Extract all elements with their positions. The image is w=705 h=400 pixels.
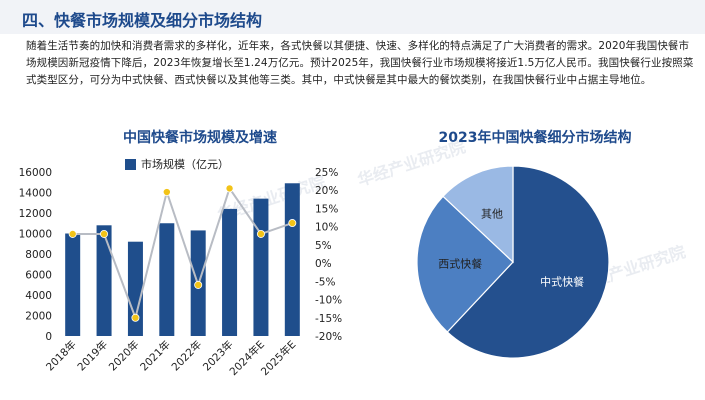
y-left-tick-label: 8000	[25, 249, 52, 261]
pie-slice-label: 中式快餐	[540, 274, 584, 288]
growth-rate-point	[100, 229, 109, 238]
y-left-tick-label: 12000	[19, 208, 52, 220]
y-right-tick-label: 5%	[315, 240, 332, 252]
y-right-tick-label: 15%	[315, 203, 338, 215]
x-tick-label: 2019年	[75, 338, 111, 374]
y-left-tick-label: 6000	[25, 270, 52, 282]
x-tick-label: 2022年	[169, 338, 205, 374]
growth-rate-point	[288, 219, 297, 228]
intro-paragraph: 随着生活节奏的加快和消费者需求的多样化，近年来，各式快餐以其便捷、快速、多样化的…	[26, 40, 694, 86]
pie-slice-label: 西式快餐	[438, 257, 482, 271]
growth-rate-point	[68, 229, 77, 238]
y-axis-right: 25% 20% 15% 10% 5% 0% -5% -10% -15% -20%	[315, 167, 342, 343]
pie-slice	[442, 165, 514, 264]
growth-rate-point	[131, 313, 140, 322]
bar-chart-title: 中国快餐市场规模及增速	[123, 130, 277, 146]
x-axis: 2018年2019年2020年2021年2022年2023年2024年E2025…	[43, 338, 298, 378]
y-right-tick-label: 0%	[315, 258, 332, 270]
legend: 市场规模（亿元）	[125, 157, 229, 171]
y-left-tick-label: 14000	[19, 188, 52, 200]
x-tick-label: 2018年	[43, 338, 79, 374]
growth-rate-point	[256, 229, 265, 238]
y-right-tick-label: -20%	[315, 331, 342, 343]
bar	[127, 241, 143, 336]
y-left-tick-label: 2000	[25, 311, 52, 323]
y-axis-left: 16000 14000 12000 10000 8000 6000 4000 2000 0	[19, 167, 52, 343]
pie-chart: 中式快餐 西式快餐 其他	[416, 165, 610, 359]
bar	[284, 183, 300, 336]
pie-slice	[446, 165, 610, 359]
x-tick-label: 2025年E	[258, 338, 298, 378]
header-bar	[0, 0, 705, 34]
y-right-tick-label: 25%	[315, 167, 338, 179]
bar	[65, 233, 81, 336]
bar	[222, 208, 238, 336]
growth-rate-series	[68, 184, 297, 322]
y-right-tick-label: 10%	[315, 222, 338, 234]
pie-labels: 中式快餐 西式快餐 其他	[438, 208, 584, 289]
bar	[253, 198, 269, 336]
x-tick-label: 2020年	[106, 338, 142, 374]
bar	[96, 225, 112, 336]
growth-rate-point	[162, 188, 171, 197]
pie-chart-title: 2023年中国快餐细分市场结构	[438, 130, 632, 146]
pie-slice	[416, 195, 514, 333]
y-left-tick-label: 0	[45, 331, 52, 343]
y-left-tick-label: 10000	[19, 229, 52, 241]
y-right-tick-label: -15%	[315, 313, 342, 325]
pie-slices	[416, 165, 610, 359]
x-tick-label: 2021年	[137, 338, 173, 374]
bar-line-chart: 市场规模（亿元） 16000 14000 12000 10000 8000 6000 400…	[19, 157, 343, 378]
growth-rate-point	[194, 280, 203, 289]
growth-rate-point	[225, 184, 234, 193]
y-right-tick-label: -10%	[315, 295, 342, 307]
section-title: 四、快餐市场规模及细分市场结构	[22, 11, 263, 30]
bar-series	[65, 183, 300, 336]
y-left-tick-label: 16000	[19, 167, 52, 179]
pie-slice-label: 其他	[481, 208, 503, 221]
y-right-tick-label: 20%	[315, 185, 338, 197]
legend-label: 市场规模（亿元）	[141, 157, 229, 171]
y-left-tick-label: 4000	[25, 290, 52, 302]
growth-rate-line	[72, 186, 293, 322]
y-right-tick-label: -5%	[315, 276, 335, 288]
legend-swatch	[125, 159, 136, 170]
bar	[159, 223, 175, 336]
